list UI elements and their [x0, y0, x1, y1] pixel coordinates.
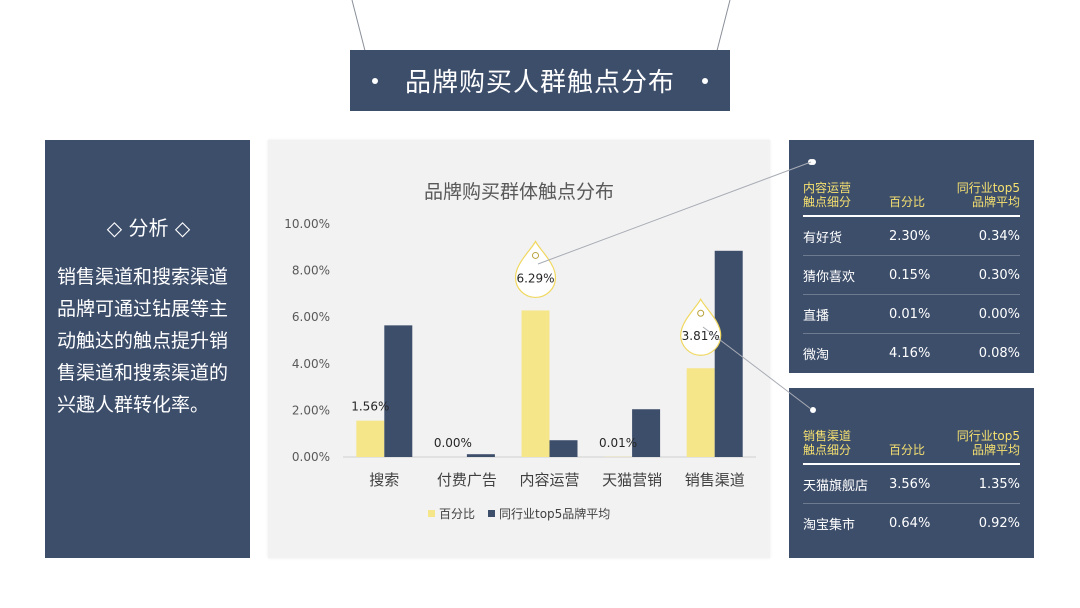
bar-percent [356, 420, 385, 457]
content-header-category: 内容运营 触点细分 [803, 181, 852, 209]
title-banner: 品牌购买人群触点分布 [350, 50, 730, 111]
data-label: 3.81% [682, 329, 720, 343]
content-table-cell-category: 有好货 [803, 230, 843, 246]
sales-table-cell-avg: 1.35% [978, 476, 1020, 492]
banner-dot-left [372, 78, 378, 84]
banner-title: 品牌购买人群触点分布 [404, 68, 675, 98]
sales-table-cell-category: 天猫旗舰店 [803, 478, 869, 494]
content-table-row: 直播 0.01% 0.00% [803, 295, 1020, 334]
bar-industry-avg [466, 454, 495, 457]
banner-dot-right [702, 78, 708, 84]
callout-anchor-dot [697, 309, 705, 317]
data-label: 1.56% [351, 400, 389, 414]
content-header-percent: 百分比 [889, 195, 926, 209]
bar-industry-avg [549, 440, 578, 457]
chart-title: 品牌购买群体触点分布 [424, 181, 614, 203]
content-header-avg: 同行业top5 品牌平均 [956, 181, 1020, 209]
sales-header-avg: 同行业top5 品牌平均 [956, 429, 1020, 457]
sales-table-header: 销售渠道 触点细分 百分比 同行业top5 品牌平均 [803, 388, 1020, 465]
sales-table-body: 天猫旗舰店 3.56% 1.35% 淘宝集市 0.64% 0.92% [803, 465, 1020, 542]
y-tick-label: 4.00% [292, 357, 330, 371]
legend-label: 百分比 [439, 507, 475, 521]
legend-swatch [428, 510, 435, 517]
data-label: 0.01% [599, 436, 637, 450]
content-table-cell-category: 微淘 [803, 347, 830, 363]
sales-table-row: 天猫旗舰店 3.56% 1.35% [803, 465, 1020, 504]
sales-channel-table: 销售渠道 触点细分 百分比 同行业top5 品牌平均 天猫旗舰店 3.56% 1.3… [789, 388, 1034, 558]
content-table-pin [810, 159, 816, 165]
y-tick-label: 0.00% [292, 450, 330, 464]
callout-bubble [514, 240, 557, 298]
content-ops-table: 内容运营 触点细分 百分比 同行业top5 品牌平均 有好货 2.30% 0.34%… [789, 140, 1034, 373]
content-table-cell-avg: 0.34% [978, 228, 1020, 244]
sales-table-cell-category: 淘宝集市 [803, 517, 856, 533]
x-tick-label: 内容运营 [519, 471, 579, 489]
content-table-cell-percent: 0.15% [889, 267, 931, 283]
y-tick-label: 10.00% [284, 217, 330, 231]
content-table-row: 有好货 2.30% 0.34% [803, 217, 1020, 256]
content-table-cell-category: 直播 [803, 308, 830, 324]
bar-industry-avg [632, 409, 661, 457]
analysis-text: 销售渠道和搜索渠道品牌可通过钻展等主动触达的触点提升销售渠道和搜索渠道的兴趣人群… [57, 266, 229, 416]
sales-header-category: 销售渠道 触点细分 [803, 429, 852, 457]
bar-industry-avg [384, 325, 413, 457]
content-table-cell-percent: 4.16% [889, 345, 931, 361]
sales-table-row: 淘宝集市 0.64% 0.92% [803, 504, 1020, 542]
x-tick-label: 搜索 [369, 471, 399, 489]
sales-table-cell-avg: 0.92% [978, 515, 1020, 531]
sales-table-cell-percent: 0.64% [889, 515, 931, 531]
data-label: 6.29% [516, 271, 554, 285]
x-tick-label: 销售渠道 [685, 471, 745, 489]
analysis-heading: ◇ 分析 ◇ [106, 216, 191, 240]
sales-table-cell-percent: 3.56% [889, 476, 931, 492]
chart-panel: 品牌购买群体触点分布 0.00% 2.00% 4.00% 6.00% 8.00% 10.00… [268, 140, 770, 558]
content-table-cell-percent: 2.30% [889, 228, 931, 244]
content-table-cell-percent: 0.01% [889, 306, 931, 322]
bar-industry-avg [714, 250, 743, 457]
content-table-cell-avg: 0.30% [978, 267, 1020, 283]
bar-chart: 品牌购买群体触点分布 0.00% 2.00% 4.00% 6.00% 8.00% 10.00… [284, 181, 756, 521]
bar-percent [686, 368, 715, 457]
sales-table-pin [810, 407, 816, 413]
content-table-cell-avg: 0.08% [978, 345, 1020, 361]
sales-header-percent: 百分比 [889, 443, 926, 457]
data-label: 0.00% [434, 436, 472, 450]
legend-label: 同行业top5品牌平均 [499, 507, 610, 521]
analysis-panel: ◇ 分析 ◇ 销售渠道和搜索渠道品牌可通过钻展等主动触达的触点提升销售渠道和搜索… [45, 140, 250, 558]
content-table-row: 微淘 4.16% 0.08% [803, 334, 1020, 372]
content-table-body: 有好货 2.30% 0.34% 猜你喜欢 0.15% 0.30% 直播 0.01% 0.00% 微… [803, 217, 1020, 372]
legend-swatch [488, 510, 495, 517]
x-tick-label: 付费广告 [437, 471, 497, 489]
y-tick-label: 2.00% [292, 403, 330, 417]
y-tick-label: 8.00% [292, 264, 330, 278]
x-tick-label: 天猫营销 [602, 471, 662, 489]
content-table-row: 猜你喜欢 0.15% 0.30% [803, 256, 1020, 295]
content-table-cell-avg: 0.00% [978, 306, 1020, 322]
bar-percent [521, 310, 550, 457]
content-table-cell-category: 猜你喜欢 [803, 269, 856, 285]
y-tick-label: 6.00% [292, 310, 330, 324]
content-table-header: 内容运营 触点细分 百分比 同行业top5 品牌平均 [803, 140, 1020, 217]
